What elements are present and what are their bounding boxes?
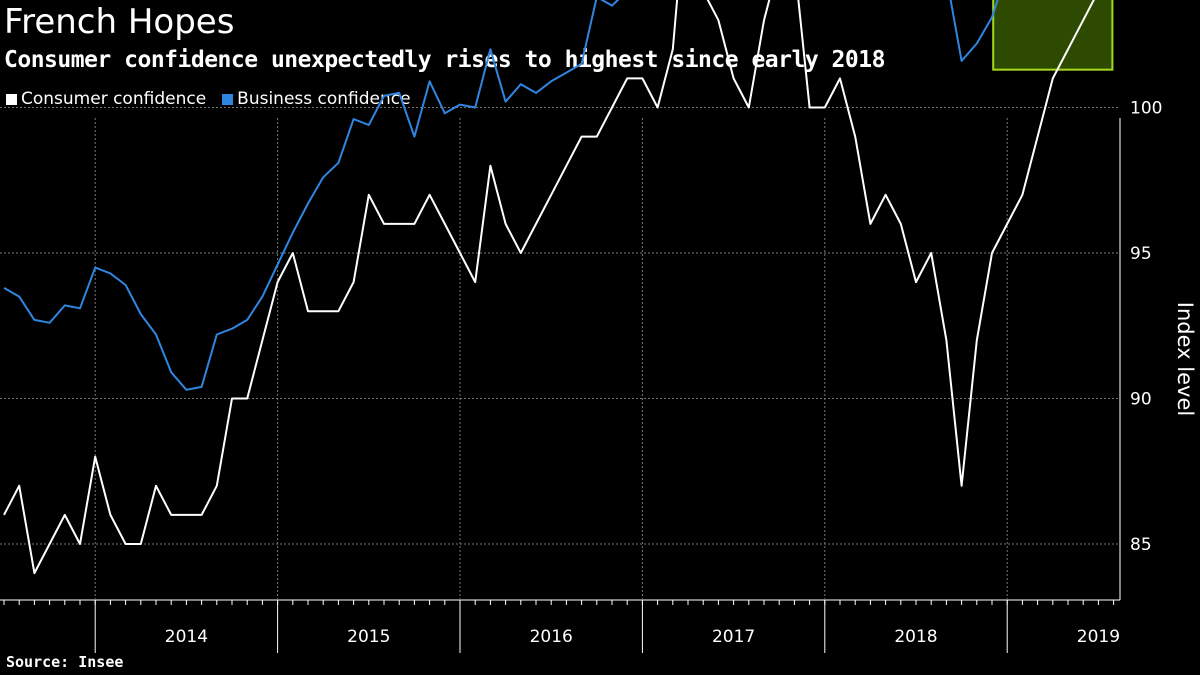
series-line-consumer-confidence (3, 0, 1095, 575)
y-tick-label-100: 100 (1130, 99, 1162, 119)
legend-label-business: Business confidence (237, 89, 411, 109)
y-tick-label-85: 85 (1130, 535, 1152, 555)
legend-item-business: Business confidence (222, 89, 411, 109)
x-tick-label-2015: 2015 (347, 627, 390, 647)
legend-label-consumer: Consumer confidence (21, 89, 207, 109)
legend-swatch-business (222, 93, 234, 105)
legend-item-consumer: Consumer confidence (6, 89, 206, 109)
series-line-business-confidence (3, 0, 999, 391)
chart-subtitle: Consumer confidence unexpectedly rises t… (4, 47, 885, 73)
highlight-box (992, 0, 1114, 71)
x-tick-label-2014: 2014 (165, 627, 208, 647)
x-tick-label-2018: 2018 (894, 627, 937, 647)
x-tick-label-2017: 2017 (712, 627, 755, 647)
y-tick-label-90: 90 (1130, 390, 1152, 410)
chart-title: French Hopes (4, 2, 235, 42)
x-tick-label-2016: 2016 (530, 627, 573, 647)
y-tick-label-95: 95 (1130, 244, 1152, 264)
x-tick-label-2019: 2019 (1077, 627, 1120, 647)
source-note: Source: Insee (6, 653, 124, 671)
y-axis-label: Index level (1173, 302, 1197, 416)
legend: Consumer confidence Business confidence (6, 89, 411, 109)
legend-swatch-consumer (6, 93, 17, 105)
